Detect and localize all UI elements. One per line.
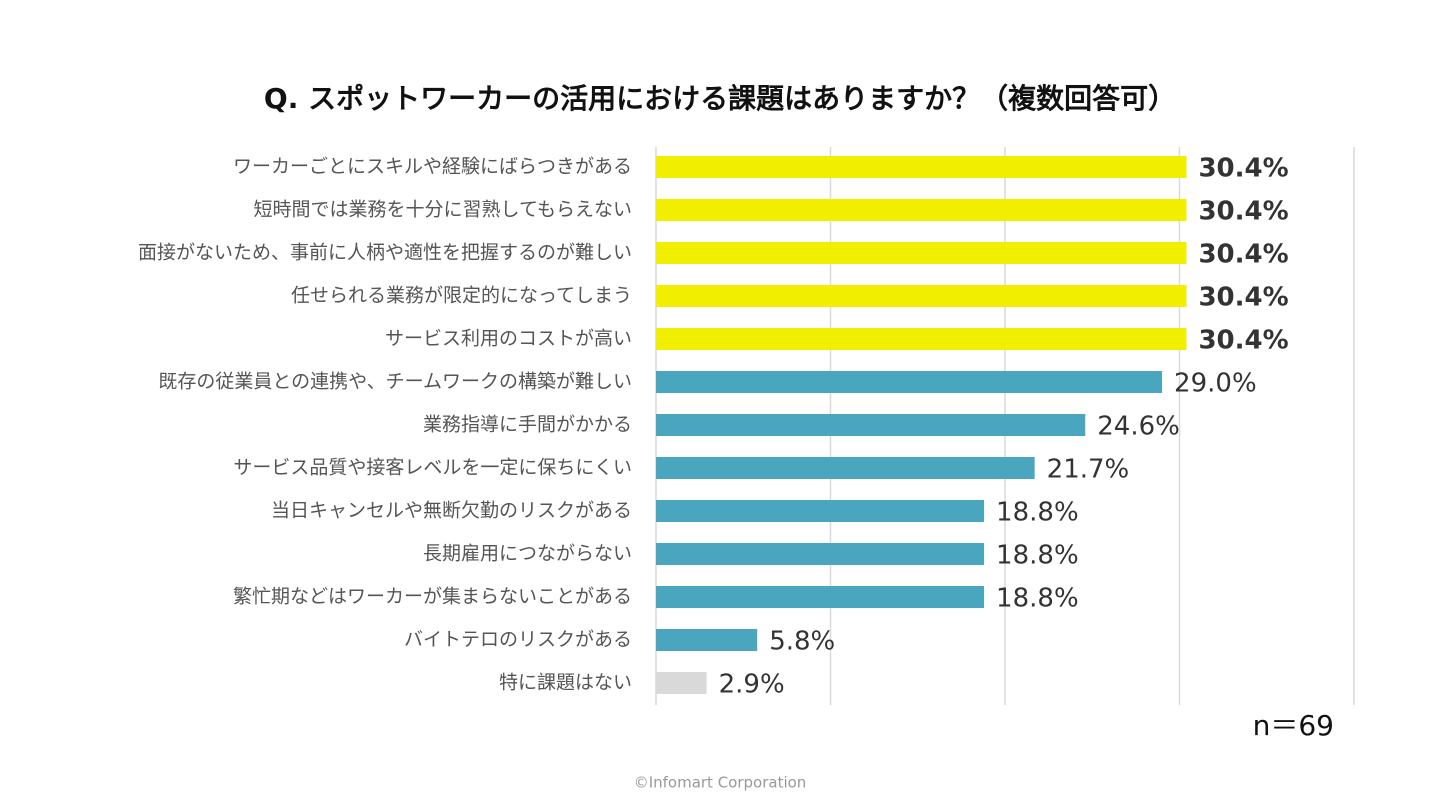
category-label: サービス品質や接客レベルを一定に保ちにくい — [233, 457, 632, 479]
category-label: 長期雇用につながらない — [423, 543, 632, 565]
category-label: サービス利用のコストが高い — [385, 328, 632, 350]
value-label: 21.7% — [1047, 455, 1130, 485]
value-label: 24.6% — [1097, 412, 1180, 442]
category-label: 短時間では業務を十分に習熟してもらえない — [254, 199, 632, 221]
footer: ©Infomart Corporation — [634, 774, 807, 792]
value-label: 18.8% — [996, 498, 1079, 528]
value-label: 30.4% — [1198, 283, 1288, 313]
category-label: バイトテロのリスクがある — [404, 629, 632, 651]
value-label: 2.9% — [719, 670, 785, 700]
bar — [656, 672, 707, 694]
value-label: 29.0% — [1174, 369, 1257, 399]
category-label: 当日キャンセルや無断欠勤のリスクがある — [271, 500, 632, 522]
bar — [656, 328, 1187, 350]
value-label: 30.4% — [1198, 197, 1288, 227]
value-label: 5.8% — [769, 627, 835, 657]
category-label: 繁忙期などはワーカーが集まらないことがある — [233, 586, 632, 608]
category-label: 特に課題はない — [499, 672, 632, 694]
value-label: 18.8% — [996, 584, 1079, 614]
bar — [656, 156, 1187, 178]
bar — [656, 285, 1187, 307]
sample-size-note: n＝69 — [1253, 709, 1334, 742]
bar — [656, 457, 1035, 479]
category-label: 任せられる業務が限定的になってしまう — [291, 285, 632, 307]
bar — [656, 586, 985, 608]
value-label: 30.4% — [1198, 240, 1288, 270]
category-label: 面接がないため、事前に人柄や適性を把握するのが難しい — [138, 242, 632, 264]
bar — [656, 414, 1086, 436]
chart-title: Q. スポットワーカーの活用における課題はありますか？（複数回答可） — [264, 82, 1176, 115]
bar — [656, 242, 1187, 264]
bar — [656, 199, 1187, 221]
value-label: 30.4% — [1198, 154, 1288, 184]
bar — [656, 500, 985, 522]
category-label: ワーカーごとにスキルや経験にばらつきがある — [233, 156, 632, 178]
category-label: 既存の従業員との連携や、チームワークの構築が難しい — [158, 371, 632, 393]
bar — [656, 371, 1163, 393]
bar — [656, 543, 985, 565]
value-label: 18.8% — [996, 541, 1079, 571]
value-label: 30.4% — [1198, 326, 1288, 356]
category-label: 業務指導に手間がかかる — [423, 414, 632, 436]
bar — [656, 629, 758, 651]
